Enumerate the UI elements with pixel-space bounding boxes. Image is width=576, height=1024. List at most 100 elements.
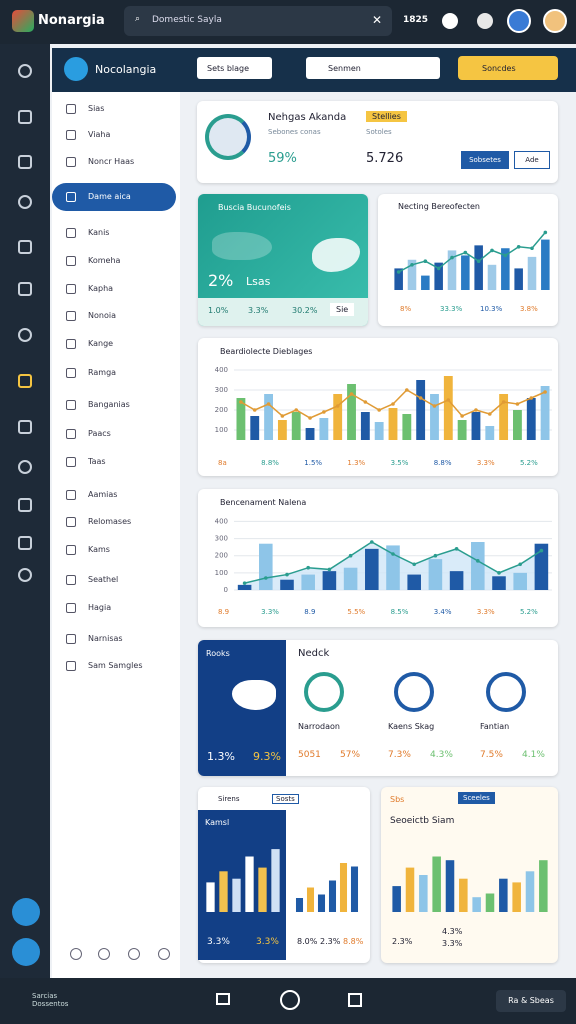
stat: 4.3% — [442, 927, 463, 936]
bar — [264, 394, 273, 440]
y-tick-label: 200 — [215, 406, 228, 414]
rail-button[interactable] — [12, 898, 40, 926]
point — [412, 562, 417, 567]
menu-item[interactable]: Sias — [88, 104, 105, 113]
rail-icon[interactable] — [18, 110, 32, 124]
menu-item[interactable]: Kanis — [88, 228, 110, 237]
menu-item[interactable]: Nonoia — [88, 311, 116, 320]
menu-item[interactable]: Seathel — [88, 575, 119, 584]
point — [543, 230, 548, 235]
header-search[interactable] — [306, 57, 440, 79]
menu-item[interactable]: Noncr Haas — [88, 157, 135, 166]
point — [370, 540, 374, 544]
menu-icon — [66, 661, 76, 671]
rail-icon[interactable] — [18, 498, 32, 512]
nav-icon[interactable] — [280, 990, 300, 1010]
point — [252, 408, 257, 412]
point — [460, 414, 464, 418]
sidebar-icon[interactable] — [98, 948, 110, 960]
tag: Sosts — [272, 794, 299, 804]
bar — [392, 886, 401, 912]
rail-icon[interactable] — [18, 536, 32, 550]
menu-item[interactable]: Dame aica — [88, 192, 131, 201]
bar — [350, 866, 359, 912]
bar — [512, 882, 521, 912]
bar — [499, 878, 508, 912]
rail-icon[interactable] — [18, 460, 32, 474]
point — [285, 572, 289, 577]
nav-icon[interactable] — [348, 993, 362, 1007]
point — [515, 402, 520, 406]
bar — [343, 567, 358, 590]
footer-text: Sarcias Dossentos — [32, 992, 69, 1008]
menu-item[interactable]: Ramga — [88, 368, 117, 377]
button[interactable]: Sobsetes — [461, 151, 509, 169]
sidebar-icon[interactable] — [70, 948, 82, 960]
tag[interactable]: Sceeles — [458, 792, 495, 804]
bar — [513, 410, 522, 440]
menu-item[interactable]: Narnisas — [88, 634, 123, 643]
rail-icon[interactable] — [18, 568, 32, 582]
stat: 33.3% — [440, 305, 463, 313]
point — [476, 259, 481, 264]
avatar[interactable] — [543, 9, 567, 33]
rail-icon[interactable] — [18, 374, 32, 388]
rail-icon[interactable] — [18, 155, 32, 169]
menu-item[interactable]: Komeha — [88, 256, 121, 265]
menu-item[interactable]: Relomases — [88, 517, 132, 526]
rail-icon[interactable] — [18, 240, 32, 254]
sidebar-icon[interactable] — [158, 948, 170, 960]
rail-icon[interactable] — [18, 195, 32, 209]
close-icon[interactable]: ✕ — [372, 13, 383, 27]
button[interactable]: Ade — [514, 151, 550, 169]
menu-item[interactable]: Paacs — [88, 429, 111, 438]
point — [266, 402, 271, 406]
point — [349, 392, 354, 396]
menu-item[interactable]: Sam Samgles — [88, 661, 143, 670]
icon[interactable] — [442, 13, 458, 29]
stat-icon — [304, 672, 344, 712]
menu-item[interactable]: Viaha — [88, 130, 111, 139]
rail-icon[interactable] — [18, 64, 32, 78]
bar — [447, 250, 457, 290]
stat: 1.0% — [208, 306, 229, 315]
avatar[interactable] — [507, 9, 531, 33]
active-item[interactable] — [52, 183, 176, 211]
bar — [540, 386, 550, 440]
stat: 8.9 — [304, 608, 316, 616]
bar — [526, 398, 536, 440]
rail-icon[interactable] — [18, 328, 32, 342]
rail-icon[interactable] — [18, 420, 32, 434]
stat: 3.3% — [476, 459, 495, 467]
icon[interactable] — [477, 13, 493, 29]
bar — [360, 412, 370, 440]
nav-icon[interactable] — [216, 993, 230, 1005]
bar — [492, 576, 506, 590]
menu-item[interactable]: Hagia — [88, 603, 112, 612]
menu-icon — [66, 545, 76, 555]
menu-icon — [66, 192, 76, 202]
search-box[interactable] — [124, 6, 392, 36]
header-button[interactable] — [458, 56, 558, 80]
menu-item[interactable]: Aamias — [88, 490, 118, 499]
rail-icon[interactable] — [18, 282, 32, 296]
menu-item[interactable]: Taas — [88, 457, 106, 466]
y-tick-label: 100 — [215, 569, 228, 577]
menu-icon — [66, 368, 76, 378]
rail-button[interactable] — [12, 938, 40, 966]
menu-icon — [66, 517, 76, 527]
menu-item[interactable]: Banganias — [88, 400, 130, 409]
menu-item[interactable]: Kapha — [88, 284, 114, 293]
sidebar-icon[interactable] — [128, 948, 140, 960]
bar — [365, 548, 379, 590]
select[interactable] — [197, 57, 272, 79]
point — [503, 253, 508, 258]
bar — [236, 398, 246, 440]
search-text: Domestic Sayla — [152, 15, 222, 25]
menu-item[interactable]: Kams — [88, 545, 110, 554]
button[interactable]: Sie — [330, 303, 355, 316]
bar — [277, 420, 287, 440]
footer-button[interactable]: Ra & Sbeas — [496, 990, 566, 1012]
menu-item[interactable]: Kange — [88, 339, 114, 348]
bar — [317, 894, 326, 912]
